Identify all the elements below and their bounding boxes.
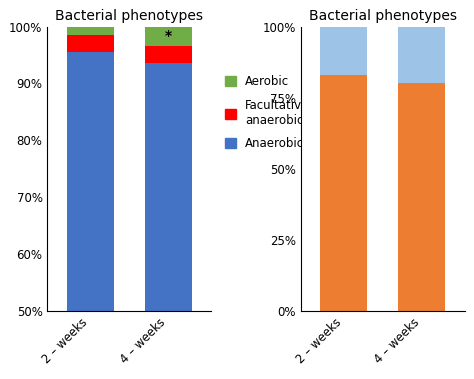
Bar <box>67 52 114 311</box>
Title: Bacterial phenotypes: Bacterial phenotypes <box>309 9 457 23</box>
Bar <box>320 27 367 75</box>
Title: Bacterial phenotypes: Bacterial phenotypes <box>55 9 203 23</box>
Bar <box>67 35 114 52</box>
Bar <box>145 27 191 46</box>
Bar <box>145 46 191 63</box>
Bar <box>398 83 445 311</box>
Legend: Aerobic, Facultative
anaerobic, Anaerobic: Aerobic, Facultative anaerobic, Anaerobi… <box>225 75 310 150</box>
Bar <box>320 75 367 311</box>
Text: *: * <box>164 30 172 44</box>
Bar <box>67 27 114 35</box>
Bar <box>145 63 191 311</box>
Bar <box>398 27 445 83</box>
